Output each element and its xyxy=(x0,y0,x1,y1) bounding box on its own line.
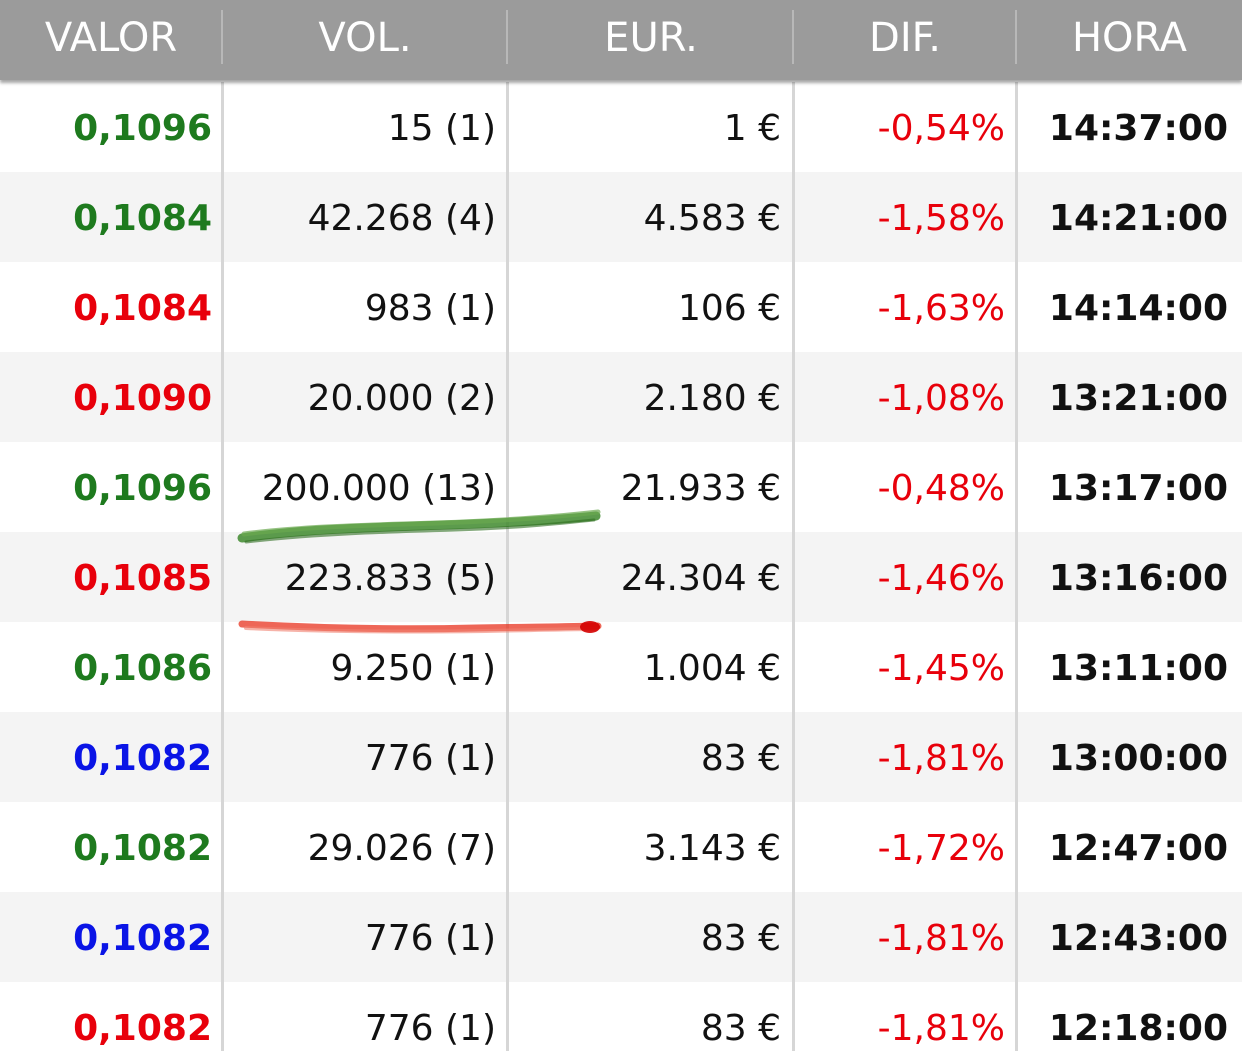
euro-amount-cell: 83 € xyxy=(700,738,781,779)
table-row[interactable]: 0,1090 20.000 (2) 2.180 € -1,08% 13:21:00 xyxy=(0,352,1242,442)
volume-cell: 776 (1) xyxy=(364,918,496,959)
volume-cell: 776 (1) xyxy=(364,738,496,779)
header-dif[interactable]: DIF. xyxy=(869,15,941,61)
table-header: VALOR VOL. EUR. DIF. HORA xyxy=(0,0,1242,80)
table-row[interactable]: 0,1082 776 (1) 83 € -1,81% 13:00:00 xyxy=(0,712,1242,802)
time-cell: 12:47:00 xyxy=(1048,828,1228,869)
header-divider xyxy=(1015,10,1017,64)
header-divider xyxy=(221,10,223,64)
volume-cell: 20.000 (2) xyxy=(307,378,496,419)
difference-cell: -0,48% xyxy=(877,468,1005,509)
header-divider xyxy=(506,10,508,64)
volume-cell: 42.268 (4) xyxy=(307,198,496,239)
difference-cell: -1,58% xyxy=(877,198,1005,239)
volume-cell: 223.833 (5) xyxy=(284,558,496,599)
valor-cell: 0,1096 xyxy=(73,108,212,149)
volume-cell: 983 (1) xyxy=(364,288,496,329)
time-cell: 13:21:00 xyxy=(1048,378,1228,419)
euro-amount-cell: 1 € xyxy=(723,108,781,149)
valor-cell: 0,1090 xyxy=(73,378,212,419)
difference-cell: -1,08% xyxy=(877,378,1005,419)
euro-amount-cell: 2.180 € xyxy=(643,378,781,419)
volume-cell: 776 (1) xyxy=(364,1008,496,1049)
difference-cell: -0,54% xyxy=(877,108,1005,149)
time-cell: 14:37:00 xyxy=(1048,108,1228,149)
valor-cell: 0,1096 xyxy=(73,468,212,509)
column-divider xyxy=(792,82,795,1051)
volume-cell: 29.026 (7) xyxy=(307,828,496,869)
euro-amount-cell: 106 € xyxy=(677,288,781,329)
difference-cell: -1,45% xyxy=(877,648,1005,689)
table-row[interactable]: 0,1086 9.250 (1) 1.004 € -1,45% 13:11:00 xyxy=(0,622,1242,712)
euro-amount-cell: 1.004 € xyxy=(643,648,781,689)
table-row[interactable]: 0,1085 223.833 (5) 24.304 € -1,46% 13:16:00 xyxy=(0,532,1242,622)
red-highlight-stroke xyxy=(238,620,602,634)
difference-cell: -1,81% xyxy=(877,1008,1005,1049)
valor-cell: 0,1086 xyxy=(73,648,212,689)
table-row[interactable]: 0,1084 983 (1) 106 € -1,63% 14:14:00 xyxy=(0,262,1242,352)
valor-cell: 0,1084 xyxy=(73,288,212,329)
table-row[interactable]: 0,1084 42.268 (4) 4.583 € -1,58% 14:21:00 xyxy=(0,172,1242,262)
header-valor[interactable]: VALOR xyxy=(44,15,178,61)
time-cell: 12:43:00 xyxy=(1048,918,1228,959)
valor-cell: 0,1082 xyxy=(73,918,212,959)
time-cell: 14:21:00 xyxy=(1048,198,1228,239)
valor-cell: 0,1082 xyxy=(73,828,212,869)
time-cell: 13:00:00 xyxy=(1048,738,1228,779)
header-vol[interactable]: VOL. xyxy=(318,15,412,61)
table-row[interactable]: 0,1096 15 (1) 1 € -0,54% 14:37:00 xyxy=(0,82,1242,172)
volume-cell: 200.000 (13) xyxy=(261,468,496,509)
column-divider xyxy=(1015,82,1018,1051)
green-highlight-stroke xyxy=(237,509,601,544)
euro-amount-cell: 24.304 € xyxy=(620,558,781,599)
header-hora[interactable]: HORA xyxy=(1071,15,1188,61)
euro-amount-cell: 83 € xyxy=(700,918,781,959)
difference-cell: -1,81% xyxy=(877,738,1005,779)
valor-cell: 0,1082 xyxy=(73,738,212,779)
time-cell: 12:18:00 xyxy=(1048,1008,1228,1049)
time-cell: 13:17:00 xyxy=(1048,468,1228,509)
column-divider xyxy=(506,82,509,1051)
euro-amount-cell: 21.933 € xyxy=(620,468,781,509)
time-cell: 14:14:00 xyxy=(1048,288,1228,329)
difference-cell: -1,72% xyxy=(877,828,1005,869)
table-row[interactable]: 0,1082 29.026 (7) 3.143 € -1,72% 12:47:00 xyxy=(0,802,1242,892)
euro-amount-cell: 83 € xyxy=(700,1008,781,1049)
table-row[interactable]: 0,1082 776 (1) 83 € -1,81% 12:43:00 xyxy=(0,892,1242,982)
table-row[interactable]: 0,1096 200.000 (13) 21.933 € -0,48% 13:17:00 xyxy=(0,442,1242,532)
difference-cell: -1,46% xyxy=(877,558,1005,599)
volume-cell: 15 (1) xyxy=(387,108,496,149)
volume-cell: 9.250 (1) xyxy=(330,648,497,689)
valor-cell: 0,1084 xyxy=(73,198,212,239)
header-divider xyxy=(792,10,794,64)
column-divider xyxy=(221,82,224,1051)
table-row[interactable]: 0,1082 776 (1) 83 € -1,81% 12:18:00 xyxy=(0,982,1242,1051)
time-cell: 13:16:00 xyxy=(1048,558,1228,599)
euro-amount-cell: 4.583 € xyxy=(643,198,781,239)
valor-cell: 0,1085 xyxy=(73,558,212,599)
difference-cell: -1,81% xyxy=(877,918,1005,959)
header-eur[interactable]: EUR. xyxy=(604,15,698,61)
time-cell: 13:11:00 xyxy=(1048,648,1228,689)
valor-cell: 0,1082 xyxy=(73,1008,212,1049)
euro-amount-cell: 3.143 € xyxy=(643,828,781,869)
difference-cell: -1,63% xyxy=(877,288,1005,329)
